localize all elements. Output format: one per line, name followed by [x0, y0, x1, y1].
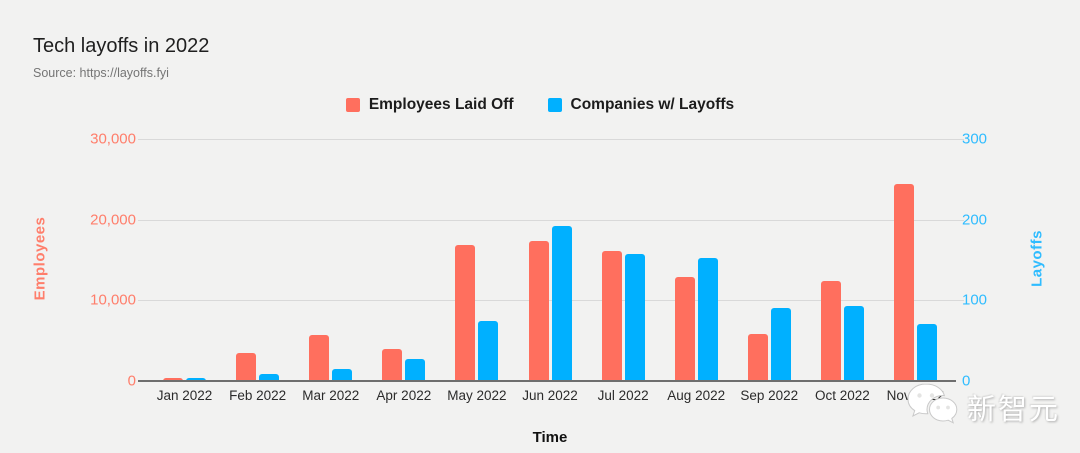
watermark-text: 新智元: [967, 394, 1061, 426]
bar-group: [221, 139, 294, 381]
gridline: [138, 300, 964, 302]
companies-swatch-icon: [547, 98, 562, 112]
employees-bar[interactable]: [309, 335, 330, 381]
left-axis-title: Employees: [31, 216, 49, 301]
chart-title: Tech layoffs in 2022: [33, 35, 210, 57]
companies-bar[interactable]: [697, 257, 718, 381]
bar-group: [733, 139, 806, 381]
employees-bar[interactable]: [893, 184, 914, 381]
companies-bar[interactable]: [551, 226, 572, 381]
employees-bar[interactable]: [601, 251, 622, 381]
x-axis-label: Jun 2022: [522, 388, 578, 403]
legend-item-companies[interactable]: Companies w/ Layoffs: [547, 96, 735, 114]
x-axis-label: Jul 2022: [597, 388, 649, 403]
companies-bar[interactable]: [186, 377, 207, 381]
companies-bar[interactable]: [770, 307, 791, 381]
employees-swatch-icon: [345, 98, 360, 112]
employees-bar[interactable]: [747, 334, 768, 381]
source-caption: Source: https://layoffs.fyi: [33, 66, 169, 80]
bar-group: [587, 139, 660, 381]
left-axis-ticks: 0 10,000 20,000 30,000: [0, 131, 136, 390]
bar-group: [806, 139, 879, 381]
x-axis-label: Oct 2022: [814, 388, 870, 403]
wechat-icon: [905, 380, 959, 435]
companies-bar[interactable]: [916, 323, 937, 381]
x-axis-line: [138, 380, 956, 382]
x-axis-label: May 2022: [447, 388, 507, 403]
axis-tick-label: 10,000: [90, 291, 136, 309]
x-axis-label: Aug 2022: [667, 388, 726, 403]
legend-label: Companies w/ Layoffs: [570, 96, 735, 113]
employees-bar[interactable]: [455, 245, 476, 381]
x-axis-label: Feb 2022: [229, 388, 287, 403]
axis-tick-label: 100: [962, 291, 988, 309]
employees-bar[interactable]: [674, 276, 695, 381]
bar-group: [879, 139, 952, 381]
gridline: [138, 139, 964, 140]
bar-group: [367, 139, 440, 381]
axis-tick-label: 30,000: [90, 130, 136, 148]
companies-bar[interactable]: [843, 305, 864, 381]
legend-item-employees[interactable]: Employees Laid Off: [345, 96, 514, 114]
bar-group: [660, 139, 733, 381]
employees-bar[interactable]: [236, 352, 257, 381]
bar-group: [513, 139, 586, 381]
companies-bar[interactable]: [405, 359, 426, 381]
legend: Employees Laid Off Companies w/ Layoffs: [0, 96, 1080, 114]
axis-tick-label: 200: [962, 211, 988, 229]
x-axis-label: Sep 2022: [740, 388, 799, 403]
companies-bar[interactable]: [478, 321, 499, 381]
bar-group: [294, 139, 367, 381]
gridline: [138, 219, 964, 221]
legend-label: Employees Laid Off: [368, 96, 514, 113]
x-axis-label: Apr 2022: [376, 388, 432, 403]
employees-bar[interactable]: [163, 377, 184, 381]
watermark: 新智元: [905, 381, 1065, 433]
employees-bar[interactable]: [382, 348, 403, 381]
x-axis-title: Time: [532, 429, 568, 446]
x-axis-labels: Jan 2022 Feb 2022 Mar 2022 Apr 2022 May 2022…: [148, 388, 952, 403]
bar-group: [440, 139, 513, 381]
plot-area: [138, 139, 964, 381]
employees-bar[interactable]: [528, 240, 549, 381]
axis-tick-label: 0: [962, 372, 971, 390]
axis-tick-label: 20,000: [90, 211, 136, 229]
employees-bar[interactable]: [820, 280, 841, 381]
companies-bar[interactable]: [259, 373, 280, 381]
bar-group: [148, 139, 221, 381]
companies-bar[interactable]: [624, 253, 645, 381]
axis-tick-label: 0: [127, 372, 136, 390]
axis-tick-label: 300: [962, 130, 988, 148]
x-axis-label: Mar 2022: [302, 388, 360, 403]
x-axis-label: Jan 2022: [156, 388, 213, 403]
companies-bar[interactable]: [332, 368, 353, 381]
right-axis-ticks: 0 100 200 300: [962, 131, 1022, 390]
right-axis-title: Layoffs: [1028, 230, 1046, 287]
